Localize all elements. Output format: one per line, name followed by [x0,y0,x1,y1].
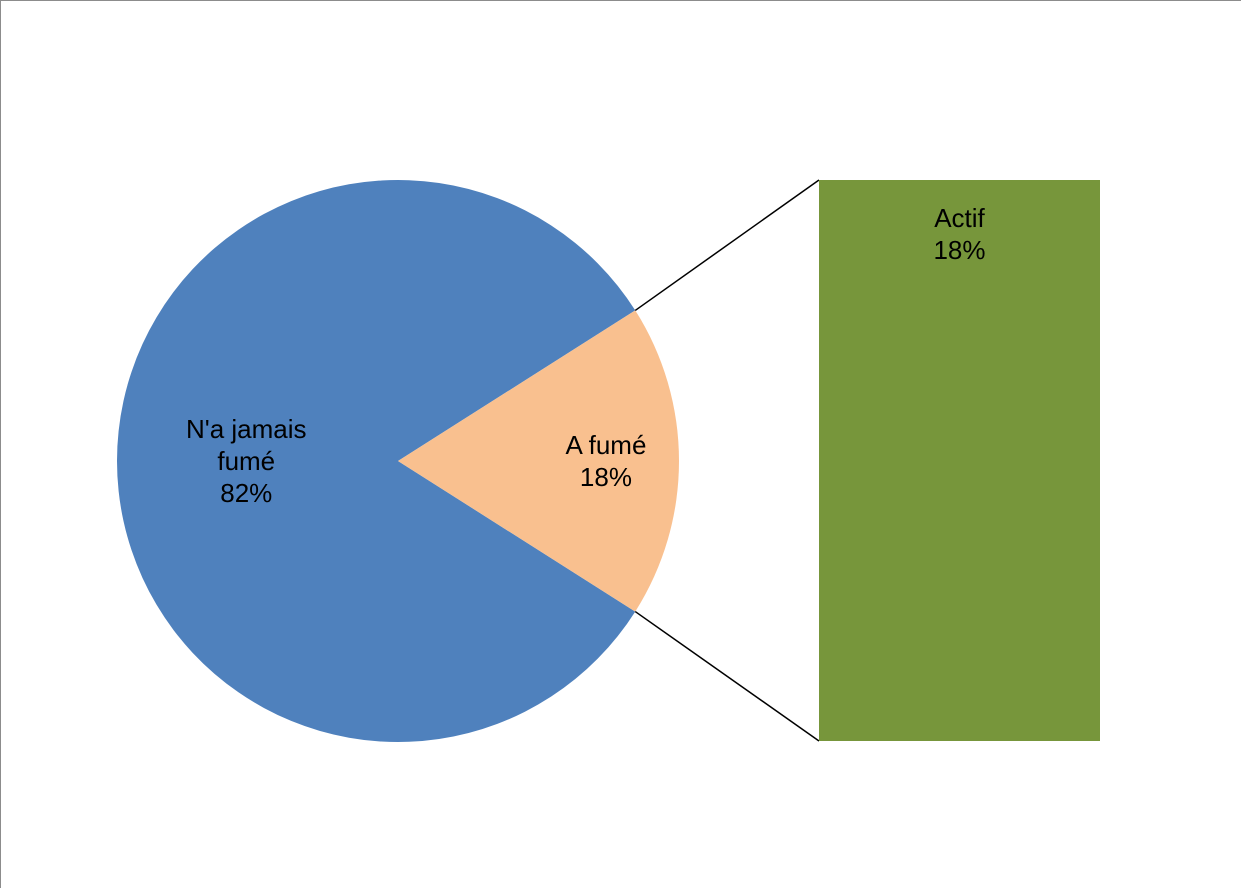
slice-label-line: A fumé [565,430,646,460]
breakdown-bar [819,180,1100,741]
bar-segment [819,180,1100,741]
pie-slice [398,310,679,612]
pie-slice [117,180,636,743]
bar-segment-label-line: 18% [933,235,985,265]
bar-segment-label-line: Actif [934,203,985,233]
slice-label-line: 18% [580,462,632,492]
slice-label-line: fumé [217,446,275,476]
connector-lines [634,179,820,742]
bar-segment-label: Actif 18% [933,203,985,265]
connector-line [634,610,820,742]
connector-line [634,179,820,312]
slice-label-line: N'a jamais [186,414,307,444]
pie [117,180,679,743]
slice-label: N'a jamais fumé 82% [186,414,307,508]
slice-label-line: 82% [220,478,272,508]
data-labels: N'a jamais fumé 82%A fumé 18%Actif 18% [186,203,986,508]
slice-label: A fumé 18% [565,430,646,492]
